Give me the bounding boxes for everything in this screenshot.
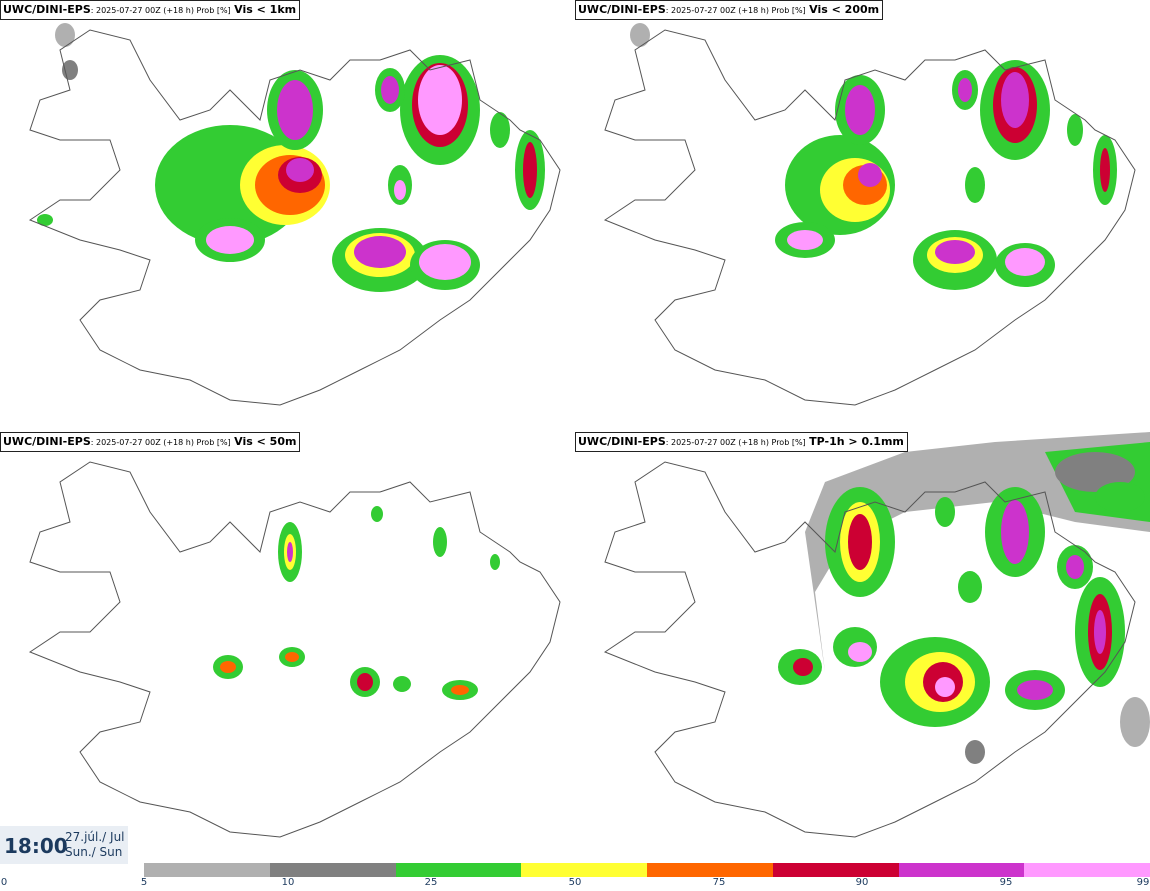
- colorbar-segment: [898, 863, 1025, 877]
- date-line-1: 27.júl./ Jul: [65, 830, 125, 844]
- map-panel-tp-1h: UWC/DINI-EPS: 2025-07-27 00Z (+18 h) Pro…: [575, 432, 1150, 862]
- variable-name: TP-1h > 0.1mm: [809, 435, 904, 448]
- panel-title: UWC/DINI-EPS: 2025-07-27 00Z (+18 h) Pro…: [575, 0, 884, 20]
- probability-map: [603, 23, 1136, 406]
- map-panel-vis-200m: UWC/DINI-EPS: 2025-07-27 00Z (+18 h) Pro…: [575, 0, 1150, 430]
- colorbar-segment: [647, 863, 773, 877]
- variable-name: Vis < 50m: [234, 435, 297, 448]
- colorbar-segment: [144, 863, 270, 877]
- colorbar-tick-label: 0: [0, 877, 8, 888]
- map-panel-vis-50m: UWC/DINI-EPS: 2025-07-27 00Z (+18 h) Pro…: [0, 432, 575, 862]
- colorbar-tick-label: 10: [281, 877, 295, 888]
- colorbar-tick-label: 75: [712, 877, 726, 888]
- colorbar-tick-label: 50: [568, 877, 582, 888]
- colorbar-tick-label: 99: [1136, 877, 1150, 888]
- model-name: UWC/DINI-EPS: [578, 3, 666, 16]
- run-info: : 2025-07-27 00Z (+18 h) Prob [%]: [665, 438, 806, 447]
- probability-map: [28, 461, 561, 838]
- run-info: : 2025-07-27 00Z (+18 h) Prob [%]: [90, 6, 231, 15]
- panel-title: UWC/DINI-EPS: 2025-07-27 00Z (+18 h) Pro…: [575, 432, 908, 452]
- probability-map: [28, 23, 561, 406]
- valid-time: 18:00: [4, 834, 68, 858]
- colorbar-segment: [269, 863, 396, 877]
- colorbar-tick-label: 25: [424, 877, 438, 888]
- panel-title: UWC/DINI-EPS: 2025-07-27 00Z (+18 h) Pro…: [0, 432, 301, 452]
- variable-name: Vis < 200m: [809, 3, 880, 16]
- run-info: : 2025-07-27 00Z (+18 h) Prob [%]: [665, 6, 806, 15]
- valid-time-box: 18:00 27.júl./ Jul Sun./ Sun: [0, 826, 128, 864]
- colorbar-segment: [1024, 863, 1150, 877]
- date-line-2: Sun./ Sun: [65, 845, 123, 859]
- colorbar-tick-label: 90: [855, 877, 869, 888]
- colorbar-tick-label: 5: [140, 877, 148, 888]
- colorbar-tick-label: 95: [999, 877, 1013, 888]
- run-info: : 2025-07-27 00Z (+18 h) Prob [%]: [90, 438, 231, 447]
- variable-name: Vis < 1km: [234, 3, 297, 16]
- colorbar-segment: [772, 863, 899, 877]
- model-name: UWC/DINI-EPS: [3, 435, 91, 448]
- model-name: UWC/DINI-EPS: [3, 3, 91, 16]
- colorbar-segment: [395, 863, 522, 877]
- colorbar-segment: [521, 863, 647, 877]
- map-panel-vis-1km: UWC/DINI-EPS: 2025-07-27 00Z (+18 h) Pro…: [0, 0, 575, 430]
- panel-title: UWC/DINI-EPS: 2025-07-27 00Z (+18 h) Pro…: [0, 0, 301, 20]
- model-name: UWC/DINI-EPS: [578, 435, 666, 448]
- probability-map: [603, 432, 1150, 838]
- colorbar: [144, 863, 1150, 877]
- valid-date: 27.júl./ Jul Sun./ Sun: [65, 830, 125, 860]
